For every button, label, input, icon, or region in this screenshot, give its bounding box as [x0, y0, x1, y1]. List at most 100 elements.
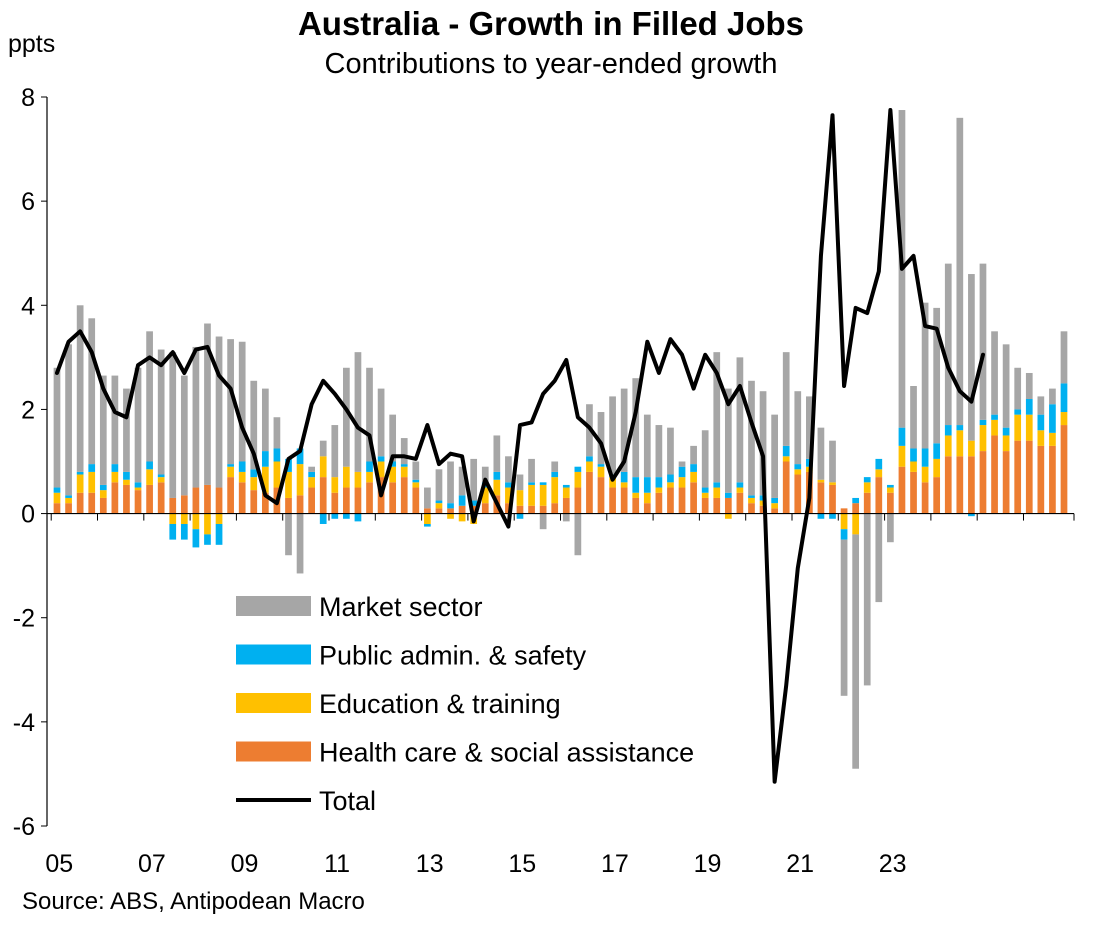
bar-health-care-social-assistance: [794, 474, 802, 514]
bar-education-training: [956, 430, 964, 457]
bar-education-training: [366, 471, 373, 483]
bar-market-sector: [377, 388, 385, 457]
legend-label: Education & training: [319, 689, 561, 719]
bar-education-training: [400, 466, 408, 478]
bar-market-sector: [366, 367, 373, 462]
bar-market-sector: [944, 263, 952, 426]
y-tick-label: -6: [13, 813, 35, 841]
legend: Market sector Public admin. & safety Educa…: [236, 592, 694, 816]
bar-health-care-social-assistance: [308, 487, 315, 514]
bar-education-training: [979, 425, 987, 452]
bar-market-sector: [551, 461, 559, 472]
bar-market-sector: [771, 414, 778, 498]
bar-public-admin-safety: [690, 464, 697, 472]
bar-public-admin-safety: [76, 471, 84, 475]
bar-health-care-social-assistance: [180, 495, 188, 514]
bar-education-training: [111, 471, 119, 483]
bar-health-care-social-assistance: [366, 482, 373, 514]
bar-health-care-social-assistance: [250, 490, 258, 514]
total-line-layer: [55, 108, 985, 784]
bar-education-training: [354, 471, 362, 488]
bar-health-care-social-assistance: [586, 471, 593, 514]
bar-public-admin-safety: [389, 461, 397, 467]
y-tick-label: 2: [21, 396, 35, 424]
bar-public-admin-safety: [1025, 399, 1033, 415]
bar-market-sector: [296, 513, 304, 574]
x-tick-label: 11: [324, 850, 350, 878]
legend-label: Health care & social assistance: [319, 738, 694, 768]
bar-health-care-social-assistance: [516, 505, 524, 514]
bar-public-admin-safety: [261, 451, 269, 467]
bar-market-sector: [447, 461, 454, 504]
total-line: [55, 108, 985, 784]
bar-market-sector: [215, 336, 223, 488]
bar-public-admin-safety: [875, 458, 883, 470]
bar-education-training: [1002, 435, 1010, 452]
bar-market-sector: [261, 388, 269, 452]
bar-market-sector: [829, 440, 836, 483]
bar-market-sector: [690, 445, 697, 465]
bar-public-admin-safety: [458, 495, 466, 506]
bar-public-admin-safety: [655, 477, 663, 488]
bar-public-admin-safety: [701, 487, 709, 493]
bar-education-training: [539, 484, 547, 506]
bar-health-care-social-assistance: [389, 482, 397, 514]
bar-market-sector: [123, 388, 130, 472]
bar-health-care-social-assistance: [1002, 451, 1010, 514]
y-tick-label: 6: [21, 188, 35, 216]
bar-public-admin-safety: [1002, 427, 1010, 436]
bar-health-care-social-assistance: [528, 505, 535, 514]
bar-health-care-social-assistance: [331, 492, 339, 514]
bar-education-training: [794, 469, 802, 475]
bar-health-care-social-assistance: [261, 492, 269, 514]
bar-market-sector: [458, 466, 466, 496]
bar-education-training: [215, 513, 223, 524]
bar-health-care-social-assistance: [817, 482, 825, 514]
bar-market-sector: [343, 367, 350, 467]
bar-education-training: [123, 479, 130, 485]
bar-health-care-social-assistance: [875, 477, 883, 514]
bar-market-sector: [99, 375, 107, 485]
x-tick-label: 17: [601, 850, 629, 878]
bar-market-sector: [840, 539, 848, 696]
bar-public-admin-safety: [713, 482, 721, 488]
bar-public-admin-safety: [817, 513, 825, 519]
bar-market-sector: [620, 388, 628, 472]
bar-market-sector: [389, 414, 397, 462]
bar-public-admin-safety: [782, 445, 790, 457]
bar-education-training: [678, 477, 686, 488]
bar-market-sector: [736, 357, 744, 483]
bar-public-admin-safety: [505, 482, 512, 488]
bar-education-training: [609, 477, 616, 488]
bar-education-training: [620, 482, 628, 488]
bar-public-admin-safety: [574, 466, 582, 472]
bar-education-training: [505, 487, 512, 504]
bar-health-care-social-assistance: [597, 477, 605, 514]
bar-public-admin-safety: [898, 427, 906, 446]
bar-market-sector: [400, 438, 408, 465]
bar-education-training: [296, 464, 304, 496]
bar-health-care-social-assistance: [562, 497, 570, 514]
bar-health-care-social-assistance: [840, 508, 848, 514]
bar-health-care-social-assistance: [470, 505, 478, 514]
bar-public-admin-safety: [956, 425, 964, 431]
bar-market-sector: [1049, 388, 1056, 405]
bar-market-sector: [678, 461, 686, 467]
bar-education-training: [782, 456, 790, 462]
bar-public-admin-safety: [377, 456, 385, 462]
bar-health-care-social-assistance: [1037, 445, 1045, 514]
bar-health-care-social-assistance: [400, 477, 408, 514]
bar-public-admin-safety: [863, 477, 871, 483]
legend-swatch: [236, 596, 311, 616]
bar-health-care-social-assistance: [505, 503, 512, 514]
bar-market-sector: [146, 331, 153, 462]
x-tick-label: 13: [416, 850, 444, 878]
bar-health-care-social-assistance: [852, 503, 860, 514]
bar-education-training: [53, 492, 61, 504]
bar-market-sector: [516, 474, 524, 491]
bar-public-admin-safety: [366, 461, 373, 472]
axes: 8 6 4 2 0 -2 -4 -6 05 07 09 11 13 15 17 19 21 23: [13, 84, 1075, 878]
bar-health-care-social-assistance: [238, 482, 246, 514]
bar-health-care-social-assistance: [655, 492, 663, 514]
